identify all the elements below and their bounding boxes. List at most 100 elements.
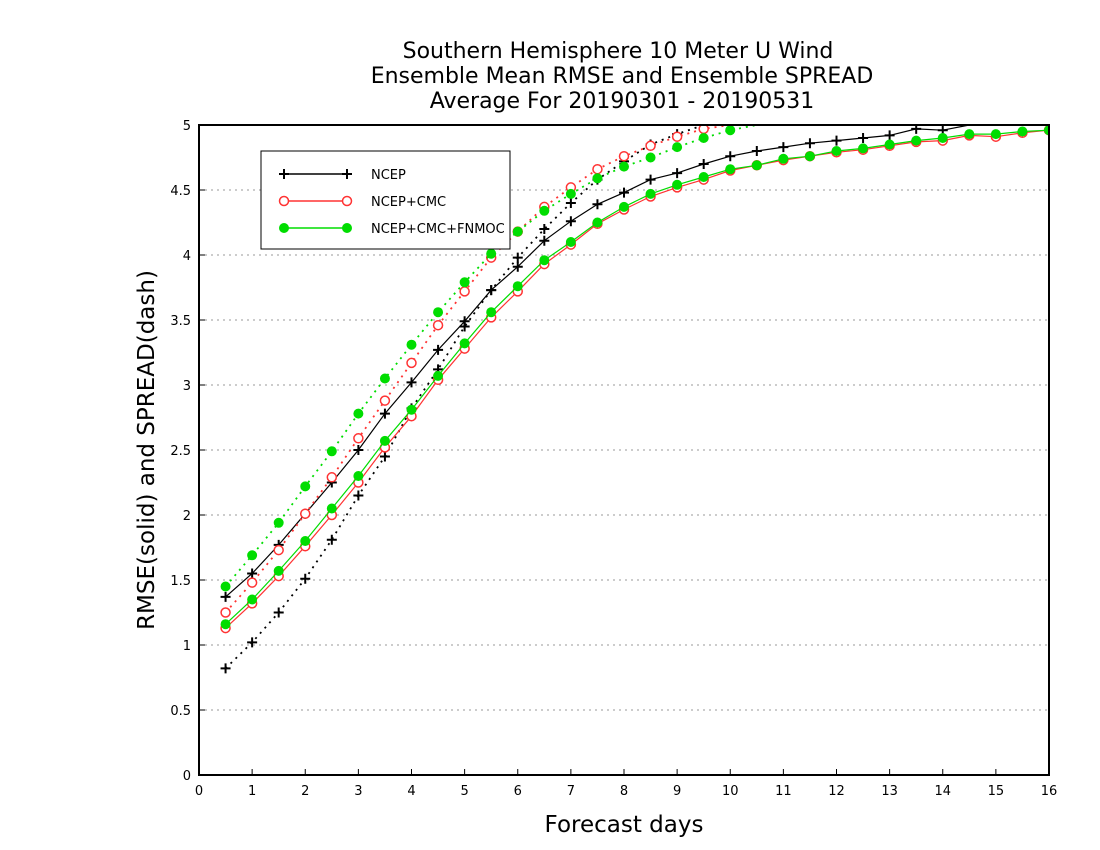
- ncep-spread-point: [459, 321, 470, 332]
- y-tick-label: 0.5: [170, 704, 191, 719]
- ncep-spread-point: [379, 451, 390, 462]
- ncep-cmc-spread-point: [671, 131, 683, 142]
- ncep-cmc-spread-point: [326, 472, 338, 483]
- ncep-cmc-fnmoc-rmse-point: [247, 594, 258, 605]
- ncep-spread-point: [512, 252, 523, 263]
- ncep-cmc-fnmoc-spread-point: [645, 152, 656, 163]
- ncep-cmc-spread-point: [300, 508, 311, 519]
- ncep-cmc-fnmoc-rmse-point: [990, 129, 1001, 140]
- ncep-cmc-fnmoc-spread-point: [512, 226, 523, 237]
- x-tick-label: 16: [1041, 784, 1058, 799]
- ncep-cmc-fnmoc-spread-point: [220, 581, 231, 592]
- ncep-rmse-point: [645, 174, 656, 185]
- y-axis-ticks: 0 0.5 1 1.5 2 2.5 3 3.5 4 4.5 5: [170, 119, 205, 784]
- ncep-cmc-fnmoc-rmse-point: [672, 179, 683, 190]
- x-tick-label: 14: [934, 784, 951, 799]
- legend-item-ncep: NCEP: [279, 168, 406, 183]
- ncep-cmc-fnmoc-rmse-point: [512, 281, 523, 292]
- legend-label: NCEP+CMC: [371, 195, 446, 210]
- x-tick-label: 12: [828, 784, 845, 799]
- ncep-rmse-point: [619, 187, 629, 198]
- legend-swatch-marker: [342, 169, 352, 179]
- ncep-rmse-point: [592, 199, 603, 210]
- ncep-spread-point: [247, 637, 258, 648]
- legend: NCEP NCEP+CMC NCEP+CMC+FNMOC: [260, 150, 511, 250]
- chart-title-line-2: Ensemble Mean RMSE and Ensemble SPREAD: [371, 64, 874, 89]
- ncep-cmc-fnmoc-rmse-point: [619, 201, 629, 212]
- ncep-rmse-point: [247, 568, 258, 579]
- ncep-cmc-fnmoc-spread-point: [379, 373, 390, 384]
- ncep-cmc-fnmoc-rmse-point: [911, 135, 922, 146]
- legend-swatch-marker: [278, 195, 290, 207]
- ncep-cmc-fnmoc-rmse-point: [486, 307, 497, 318]
- ncep-cmc-fnmoc-rmse-point: [326, 503, 337, 514]
- ncep-cmc-fnmoc-spread-point: [247, 550, 258, 561]
- ncep-cmc-spread-point: [220, 607, 231, 618]
- legend-swatch-marker: [279, 169, 289, 179]
- ncep-cmc-spread-point: [273, 544, 284, 556]
- ncep-spread-point: [326, 534, 337, 545]
- ncep-cmc-fnmoc-spread-point: [619, 161, 629, 172]
- ncep-cmc-fnmoc-spread-point: [406, 339, 417, 350]
- ncep-rmse-point: [751, 146, 762, 156]
- x-tick-label: 1: [248, 784, 256, 799]
- legend-swatch-marker: [342, 223, 352, 233]
- ncep-cmc-fnmoc-rmse-point: [858, 143, 869, 154]
- ncep-cmc-fnmoc-rmse-point: [645, 188, 656, 199]
- ncep-rmse-point: [672, 168, 683, 179]
- ncep-cmc-fnmoc-rmse-point: [459, 338, 470, 349]
- ncep-cmc-fnmoc-rmse-point: [353, 471, 364, 481]
- ncep-cmc-fnmoc-rmse-point: [379, 435, 390, 446]
- legend-box: [260, 150, 511, 250]
- ncep-rmse-point: [433, 344, 444, 355]
- legend-item-ncep-cmc-fnmoc: NCEP+CMC+FNMOC: [279, 222, 505, 237]
- ncep-cmc-fnmoc-rmse-point: [433, 370, 444, 381]
- x-tick-label: 2: [301, 784, 309, 799]
- y-tick-label: 1.5: [170, 574, 191, 589]
- y-tick-label: 0: [183, 769, 191, 784]
- ncep-cmc-fnmoc-spread-point: [698, 133, 709, 143]
- gridlines: [199, 189, 1049, 711]
- ncep-rmse-point: [804, 138, 815, 149]
- ncep-cmc-fnmoc-rmse-point: [698, 172, 709, 182]
- chart-title-line-1: Southern Hemisphere 10 Meter U Wind: [403, 39, 834, 64]
- series-ncep-cmc-fnmoc: [220, 124, 1049, 630]
- ncep-cmc-fnmoc-rmse-point: [751, 160, 762, 171]
- ncep-rmse-point: [858, 133, 869, 143]
- ncep-rmse-line: [225, 124, 1049, 598]
- ncep-cmc-fnmoc-spread-point: [326, 446, 337, 457]
- ncep-rmse-point: [698, 159, 709, 169]
- ncep-cmc-fnmoc-rmse-point: [565, 237, 576, 247]
- x-tick-label: 3: [354, 784, 362, 799]
- ncep-rmse-point: [512, 261, 523, 272]
- x-tick-label: 4: [407, 784, 415, 799]
- ncep-cmc-fnmoc-rmse-point: [406, 404, 417, 415]
- ncep-cmc-fnmoc-spread-point: [539, 205, 550, 216]
- y-tick-label: 3: [183, 379, 191, 394]
- x-tick-label: 7: [567, 784, 575, 799]
- ncep-rmse-point: [353, 445, 364, 455]
- ncep-spread-point: [539, 224, 550, 234]
- legend-item-ncep-cmc: NCEP+CMC: [278, 195, 446, 210]
- ncep-spread-point: [486, 285, 497, 296]
- ncep-rmse-point: [831, 135, 842, 146]
- ncep-cmc-fnmoc-rmse-point: [937, 133, 948, 143]
- ncep-cmc-spread-point: [379, 395, 391, 406]
- chart-title: Southern Hemisphere 10 Meter U Wind Ense…: [371, 39, 874, 114]
- y-tick-label: 3.5: [170, 314, 191, 329]
- ncep-cmc-fnmoc-rmse-point: [1044, 125, 1049, 136]
- ncep-spread-point: [300, 573, 311, 584]
- y-tick-label: 4.5: [170, 184, 191, 199]
- ncep-rmse-point: [220, 591, 231, 602]
- ncep-cmc-fnmoc-spread-point: [592, 173, 603, 184]
- ncep-spread-point: [220, 663, 231, 674]
- ncep-cmc-fnmoc-rmse-point: [539, 255, 550, 266]
- legend-swatch-marker: [341, 195, 353, 207]
- x-tick-label: 10: [722, 784, 739, 799]
- ncep-cmc-fnmoc-rmse-point: [964, 129, 975, 140]
- ncep-cmc-fnmoc-rmse-point: [1017, 126, 1028, 137]
- ncep-cmc-spread-point: [459, 286, 470, 297]
- ncep-cmc-spread-point: [592, 163, 603, 175]
- x-tick-label: 0: [195, 784, 203, 799]
